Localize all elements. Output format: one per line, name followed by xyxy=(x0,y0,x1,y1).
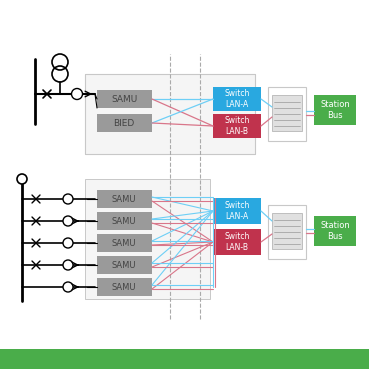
Circle shape xyxy=(63,216,73,226)
Bar xyxy=(213,229,261,255)
Text: SAMU: SAMU xyxy=(112,261,136,269)
Bar xyxy=(97,256,152,274)
Text: BIED: BIED xyxy=(113,118,135,128)
Bar xyxy=(268,205,306,259)
Bar xyxy=(85,179,210,299)
Circle shape xyxy=(63,238,73,248)
Text: SAMU: SAMU xyxy=(112,283,136,292)
Circle shape xyxy=(63,282,73,292)
Text: SAMU: SAMU xyxy=(112,194,136,203)
Text: SAMU: SAMU xyxy=(112,217,136,225)
Bar xyxy=(314,95,356,125)
Text: SAMU: SAMU xyxy=(112,238,136,248)
Circle shape xyxy=(17,174,27,184)
Bar xyxy=(268,87,306,141)
Bar xyxy=(314,216,356,246)
Text: Station
Bus: Station Bus xyxy=(320,100,350,120)
Bar xyxy=(97,190,152,208)
Bar xyxy=(213,114,261,138)
Text: Switch
LAN-A: Switch LAN-A xyxy=(224,89,250,109)
Bar xyxy=(85,74,255,154)
Bar xyxy=(97,278,152,296)
Text: SAMU: SAMU xyxy=(111,94,137,103)
Bar xyxy=(85,74,255,154)
Bar xyxy=(97,234,152,252)
Text: Switch
LAN-B: Switch LAN-B xyxy=(224,232,250,252)
Circle shape xyxy=(63,260,73,270)
Bar xyxy=(0,349,369,369)
Bar xyxy=(213,87,261,111)
Circle shape xyxy=(72,89,83,100)
Text: Switch
LAN-A: Switch LAN-A xyxy=(224,201,250,221)
Circle shape xyxy=(63,194,73,204)
Bar xyxy=(97,90,152,108)
Bar xyxy=(272,95,302,131)
Bar xyxy=(97,114,152,132)
Text: Switch
LAN-B: Switch LAN-B xyxy=(224,116,250,136)
Bar xyxy=(213,198,261,224)
Bar xyxy=(272,213,302,249)
Text: Station
Bus: Station Bus xyxy=(320,221,350,241)
Bar xyxy=(97,212,152,230)
